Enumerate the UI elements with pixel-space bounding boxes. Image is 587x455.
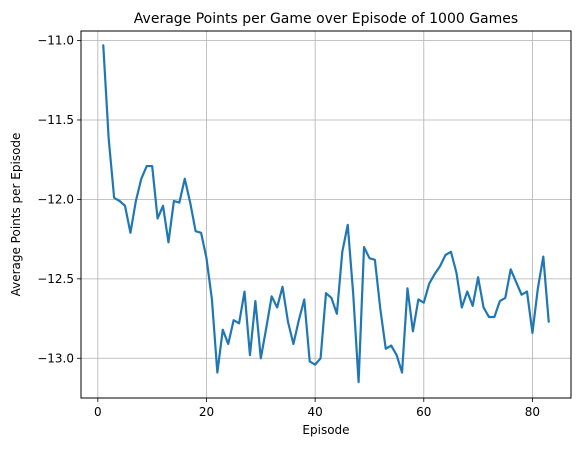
- x-tick-label: 60: [416, 405, 431, 419]
- x-tick-label: 0: [94, 405, 102, 419]
- x-tick-label: 80: [525, 405, 540, 419]
- x-axis-label: Episode: [302, 423, 349, 437]
- series-line: [102, 44, 550, 384]
- ticks: 0 20 40 60 80 −13.0 −12.5 −12.0 −11.5 −11.0: [37, 34, 540, 419]
- series-layer: [102, 44, 550, 384]
- y-axis-label: Average Points per Episode: [9, 133, 23, 297]
- y-tick-label: −13.0: [37, 351, 74, 365]
- y-tick-label: −11.0: [37, 34, 74, 48]
- chart-title: Average Points per Game over Episode of …: [134, 11, 518, 27]
- y-tick-label: −12.5: [37, 272, 74, 286]
- y-tick-label: −11.5: [37, 113, 74, 127]
- plot-frame: [80, 30, 572, 399]
- x-tick-label: 20: [199, 405, 214, 419]
- grid: [81, 31, 571, 398]
- x-tick-label: 40: [307, 405, 322, 419]
- y-tick-label: −12.0: [37, 192, 74, 206]
